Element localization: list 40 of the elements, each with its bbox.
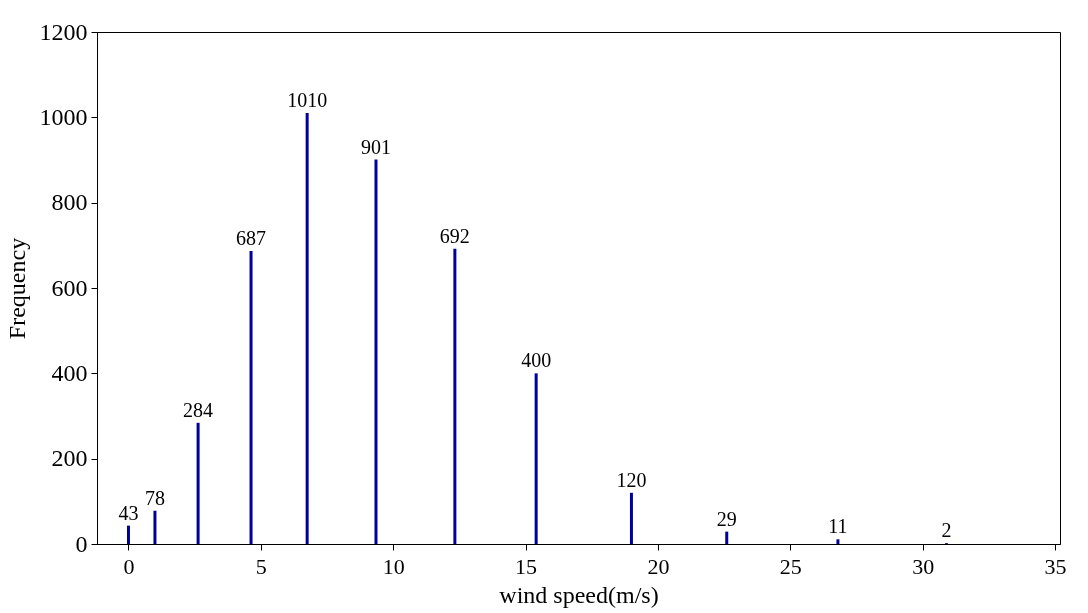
data-label: 284 bbox=[183, 398, 214, 421]
bar bbox=[374, 159, 378, 544]
x-tick-label: 0 bbox=[123, 553, 135, 579]
bar bbox=[126, 525, 130, 544]
data-label: 692 bbox=[439, 224, 470, 247]
x-tick-label: 5 bbox=[255, 553, 267, 579]
bar bbox=[249, 250, 253, 544]
bar bbox=[453, 248, 457, 544]
x-tick-label: 20 bbox=[647, 553, 670, 579]
y-tick-label: 1200 bbox=[39, 18, 88, 45]
data-label: 400 bbox=[521, 349, 552, 372]
x-tick-label: 25 bbox=[779, 553, 802, 579]
y-tick-label: 200 bbox=[51, 445, 88, 472]
data-label: 901 bbox=[360, 135, 391, 158]
data-label: 78 bbox=[144, 486, 165, 509]
y-axis-title: Frequency bbox=[3, 237, 30, 340]
bar bbox=[153, 510, 157, 544]
data-label: 29 bbox=[716, 507, 737, 530]
data-label: 120 bbox=[616, 468, 647, 491]
x-tick-label: 10 bbox=[382, 553, 405, 579]
data-label: 43 bbox=[118, 501, 139, 524]
x-tick-label: 15 bbox=[515, 553, 538, 579]
bar bbox=[305, 113, 309, 544]
x-tick-label: 35 bbox=[1044, 553, 1067, 579]
y-tick-label: 0 bbox=[75, 530, 88, 557]
bar bbox=[725, 531, 729, 544]
x-tick-label: 30 bbox=[912, 553, 935, 579]
y-tick-label: 600 bbox=[51, 274, 88, 301]
x-axis-title: wind speed(m/s) bbox=[499, 581, 659, 608]
bar bbox=[629, 492, 633, 544]
bar bbox=[836, 539, 840, 544]
data-label: 11 bbox=[828, 515, 848, 538]
bar bbox=[196, 422, 200, 544]
data-label: 687 bbox=[236, 226, 267, 249]
data-label: 1010 bbox=[287, 89, 328, 112]
y-tick-label: 1000 bbox=[39, 103, 88, 130]
data-label: 2 bbox=[941, 519, 952, 542]
bar bbox=[534, 373, 538, 544]
y-tick-label: 400 bbox=[51, 359, 88, 386]
y-tick-label: 800 bbox=[51, 189, 88, 216]
